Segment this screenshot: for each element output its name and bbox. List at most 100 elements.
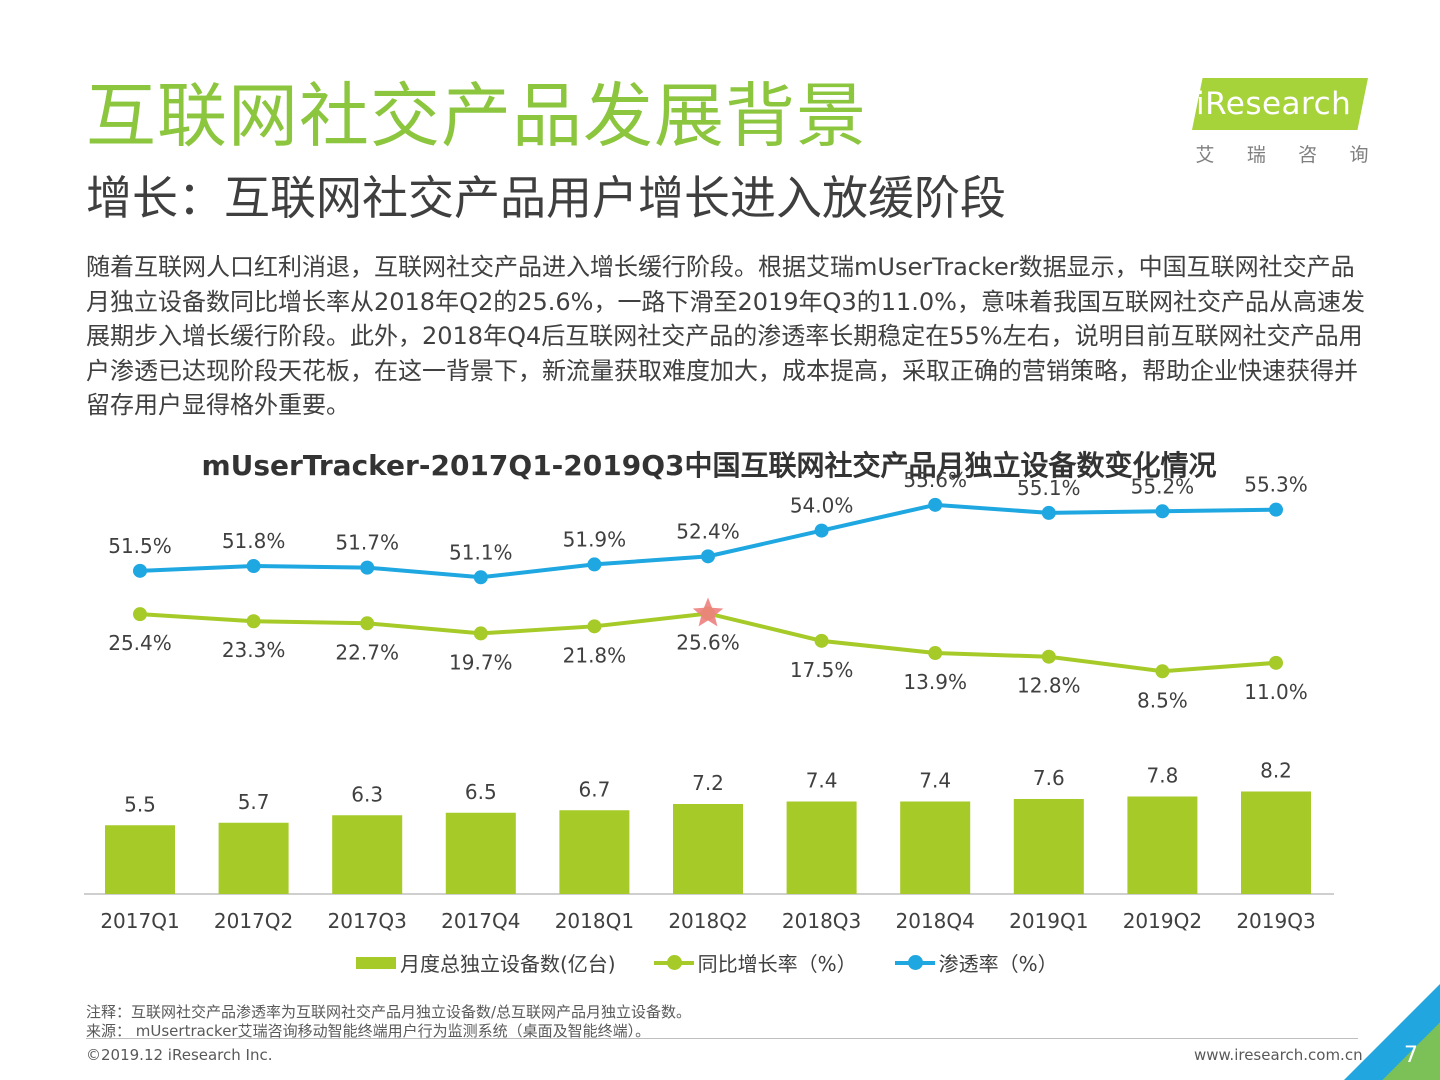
growth-point (928, 646, 943, 661)
bar-data-label: 5.7 (238, 790, 270, 814)
penetration-point (587, 557, 602, 572)
page-subtitle: 增长：互联网社交产品用户增长进入放缓阶段 (86, 171, 1006, 225)
penetration-data-label: 51.7% (335, 531, 399, 555)
penetration-point (1269, 502, 1283, 517)
growth-point (473, 626, 488, 641)
legend-item-penetration: 渗透率（%） (894, 948, 1058, 977)
corner-decoration: 7 (1344, 984, 1440, 1080)
x-tick-label: 2018Q1 (555, 909, 634, 933)
logo-wordmark: iResearch (1196, 86, 1352, 122)
legend-label-penetration: 渗透率（%） (938, 952, 1058, 976)
bar-data-label: 6.3 (351, 782, 383, 806)
bar (445, 812, 516, 894)
bar-data-label: 8.2 (1260, 759, 1292, 783)
logo-char: 咨 (1298, 144, 1318, 166)
bar (673, 804, 743, 894)
growth-point (1269, 655, 1283, 670)
penetration-point (473, 570, 488, 585)
growth-point (814, 633, 829, 648)
chart-legend: 月度总独立设备数(亿台) 同比增长率（%） 渗透率（%） (356, 948, 1096, 977)
bar (559, 810, 630, 894)
penetration-point (246, 559, 261, 574)
penetration-point (1041, 505, 1056, 520)
penetration-point (360, 560, 375, 575)
legend-item-devices: 月度总独立设备数(亿台) (356, 948, 616, 977)
x-tick-label: 2019Q1 (1009, 909, 1088, 933)
bar (332, 815, 403, 894)
logo-char: 艾 (1195, 144, 1215, 166)
growth-point (1155, 664, 1170, 679)
penetration-data-label: 54.0% (790, 494, 854, 518)
bar (105, 825, 175, 894)
bar-data-label: 7.6 (1033, 766, 1065, 790)
growth-data-label: 13.9% (903, 670, 967, 694)
x-tick-label: 2018Q4 (896, 909, 975, 933)
growth-data-label: 19.7% (449, 650, 513, 674)
body-paragraph: 随着互联网人口红利消退，互联网社交产品进入增长缓行阶段。根据艾瑞mUserTra… (86, 253, 1365, 420)
bar (218, 822, 289, 894)
growth-point (133, 607, 147, 622)
bar-data-label: 6.7 (578, 777, 610, 801)
bar (786, 801, 857, 894)
penetration-point (814, 523, 829, 538)
logo-char: 询 (1349, 144, 1369, 166)
footer-divider (86, 1038, 1358, 1039)
legend-item-growth: 同比增长率（%） (653, 948, 857, 977)
bar-data-label: 7.4 (806, 769, 838, 793)
penetration-point (133, 563, 147, 578)
penetration-data-label: 51.1% (449, 540, 513, 564)
growth-data-label: 8.5% (1137, 688, 1188, 712)
growth-point (360, 616, 375, 631)
growth-data-label: 22.7% (335, 640, 399, 664)
legend-bar-swatch (356, 956, 396, 969)
growth-data-label: 11.0% (1244, 680, 1308, 704)
penetration-data-label: 55.3% (1244, 473, 1308, 497)
bar (1013, 799, 1084, 894)
x-tick-label: 2017Q1 (100, 909, 179, 933)
legend-penetration-swatch (894, 954, 935, 970)
x-tick-label: 2019Q3 (1236, 909, 1315, 933)
growth-data-label: 25.6% (676, 630, 740, 654)
bar (900, 801, 971, 894)
x-tick-label: 2017Q3 (328, 909, 407, 933)
growth-point (1041, 649, 1056, 664)
chart-title: mUserTracker-2017Q1-2019Q3中国互联网社交产品月独立设备… (201, 449, 1217, 482)
penetration-data-label: 51.9% (563, 527, 627, 551)
x-tick-label: 2018Q2 (668, 909, 747, 933)
growth-data-label: 12.8% (1017, 674, 1081, 698)
penetration-point (701, 549, 715, 564)
bar-data-label: 7.8 (1146, 764, 1178, 788)
growth-data-label: 21.8% (563, 643, 627, 667)
bar-data-label: 7.2 (692, 771, 724, 795)
legend-label-devices: 月度总独立设备数(亿台) (400, 952, 616, 976)
penetration-data-label: 55.2% (1131, 474, 1195, 498)
legend-label-growth: 同比增长率（%） (697, 952, 857, 976)
penetration-data-label: 51.5% (108, 534, 172, 558)
penetration-data-label: 51.8% (222, 529, 286, 553)
footer-copyright: ©2019.12 iResearch Inc. (86, 1046, 273, 1064)
penetration-data-label: 55.6% (903, 468, 967, 492)
growth-point (246, 614, 261, 629)
bar (1127, 796, 1198, 894)
penetration-data-label: 55.1% (1017, 476, 1081, 500)
growth-data-label: 23.3% (222, 638, 286, 662)
x-tick-label: 2017Q4 (441, 909, 520, 933)
logo-band (1192, 78, 1368, 130)
bar (1241, 791, 1311, 894)
footnote-note: 注释：互联网社交产品渗透率为互联网社交产品月独立设备数/总互联网产品月独立设备数… (86, 1003, 692, 1021)
bar-data-label: 6.5 (465, 780, 497, 804)
growth-data-label: 17.5% (790, 658, 854, 682)
highlight-star-icon (692, 597, 724, 627)
logo-char: 瑞 (1246, 144, 1266, 166)
penetration-point (928, 497, 943, 512)
x-tick-label: 2017Q2 (214, 909, 293, 933)
page-number: 7 (1404, 1043, 1418, 1068)
page-title: 互联网社交产品发展背景 (86, 75, 867, 157)
growth-data-label: 25.4% (108, 631, 172, 655)
penetration-point (1155, 504, 1170, 519)
logo-chinese-name: 艾 瑞 咨 询 (1194, 140, 1370, 167)
growth-point (587, 619, 602, 634)
penetration-data-label: 52.4% (676, 519, 740, 543)
x-tick-label: 2018Q3 (782, 909, 861, 933)
